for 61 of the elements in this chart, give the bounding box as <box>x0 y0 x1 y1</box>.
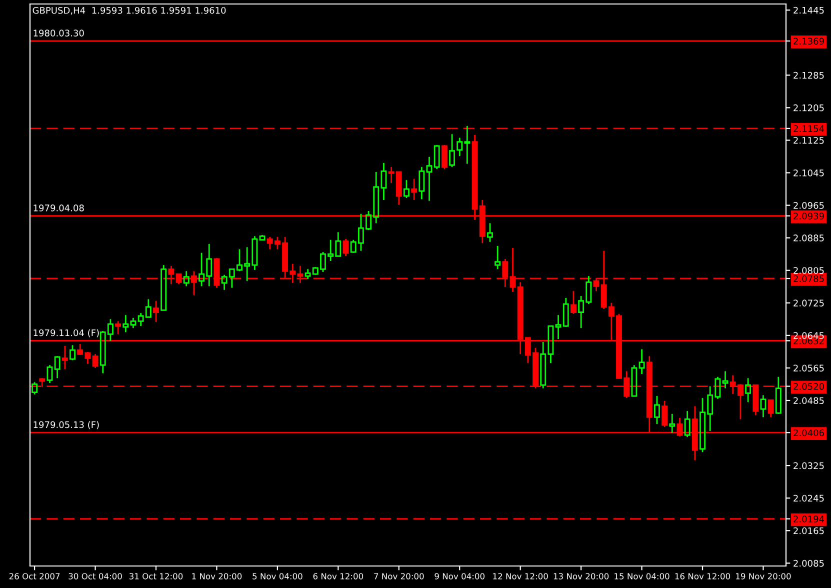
y-tick-label: 2.1369 <box>794 38 824 45</box>
x-tick-label: 9 Nov 04:00 <box>434 573 484 580</box>
x-tick-label: 1 Nov 20:00 <box>192 573 242 580</box>
y-tick-label: 2.1445 <box>794 6 824 14</box>
y-tick-label: 2.0325 <box>794 462 824 470</box>
y-tick-label: 2.1125 <box>794 136 824 144</box>
x-tick-label: 13 Nov 20:00 <box>554 573 609 580</box>
candlestick <box>411 178 418 201</box>
candlestick <box>638 348 645 375</box>
chart-title: GBPUSD,H4 1.9593 1.9616 1.9591 1.9610 <box>32 6 226 15</box>
candlestick <box>426 156 432 202</box>
candlestick <box>122 314 129 333</box>
y-tick-label: 2.0085 <box>794 560 824 567</box>
y-tick-label: 2.0245 <box>794 494 824 502</box>
ref-line-label: 1979.04.08 <box>34 204 84 212</box>
y-tick-label: 2.0194 <box>794 516 824 522</box>
x-tick-label: 6 Nov 12:00 <box>313 573 364 580</box>
x-tick-label: 26 Oct 2007 <box>9 573 60 580</box>
candlestick <box>418 166 425 200</box>
y-tick-label: 2.0965 <box>794 202 824 209</box>
ref-line-label: 1980.03.30 <box>34 30 84 36</box>
candlestick <box>92 353 98 369</box>
y-tick-label: 2.1154 <box>794 125 824 132</box>
y-tick-label: 2.0805 <box>794 267 824 274</box>
candlestick <box>775 376 782 415</box>
candlestick <box>434 144 440 170</box>
x-tick-label: 16 Nov 12:00 <box>675 573 730 580</box>
x-tick-label: 15 Nov 04:00 <box>614 573 670 580</box>
y-tick-label: 2.1045 <box>794 169 824 176</box>
x-tick-label: 19 Nov 20:00 <box>736 573 791 580</box>
y-tick-label: 2.0939 <box>794 212 824 220</box>
y-tick-label: 2.0485 <box>794 397 824 404</box>
candlestick <box>684 410 690 438</box>
ref-line-label: 1979.11.04 (F) <box>34 329 99 338</box>
candlestick <box>722 370 728 389</box>
x-tick-label: 7 Nov 20:00 <box>374 573 424 580</box>
x-tick-label: 31 Oct 12:00 <box>129 573 183 580</box>
candlestick <box>130 317 136 329</box>
y-tick-label: 2.0565 <box>794 364 824 372</box>
y-tick-label: 2.0406 <box>794 429 824 436</box>
candlestick <box>669 413 676 434</box>
y-tick-label: 2.0785 <box>794 275 824 282</box>
y-tick-label: 2.0165 <box>794 527 824 534</box>
y-tick-label: 2.0725 <box>794 300 824 306</box>
x-tick-label: 30 Oct 04:00 <box>68 573 122 580</box>
candlestick <box>54 355 60 379</box>
y-tick-label: 2.0632 <box>794 337 824 344</box>
ref-line-label: 1979.05.13 (F) <box>34 421 99 430</box>
candlestick <box>46 364 53 384</box>
candlestick <box>62 345 68 370</box>
y-tick-label: 2.1285 <box>794 72 824 79</box>
candlestick <box>441 144 448 170</box>
candlestick <box>342 238 349 257</box>
y-tick-label: 2.0885 <box>794 234 824 242</box>
x-tick-label: 5 Nov 04:00 <box>252 573 302 580</box>
y-tick-label: 2.0520 <box>794 382 824 390</box>
candlestick <box>494 245 501 270</box>
y-tick-label: 2.1205 <box>794 104 824 112</box>
x-tick-label: 12 Nov 12:00 <box>493 573 548 580</box>
candlestick <box>183 270 190 287</box>
candlestick <box>760 394 766 418</box>
